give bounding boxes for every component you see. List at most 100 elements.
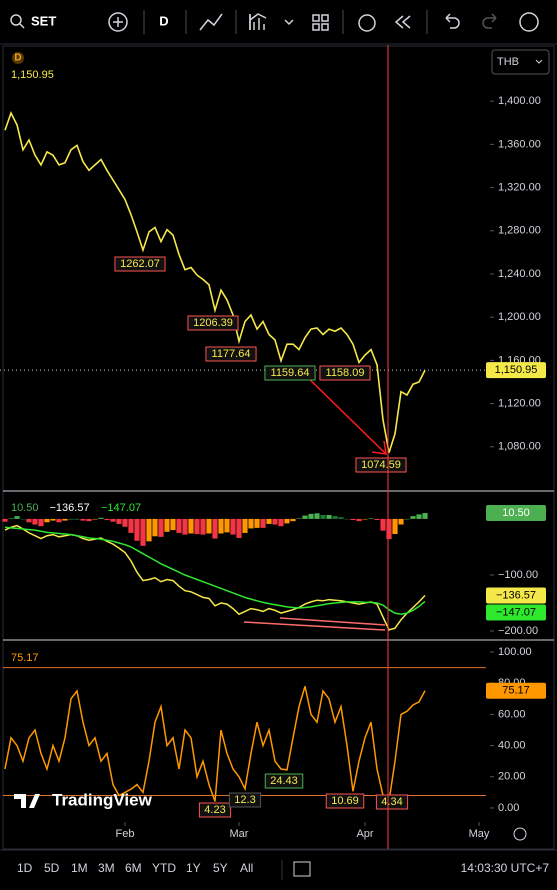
- y-tick-label: −100.00: [498, 569, 538, 581]
- indicator-legend: −136.57: [50, 502, 90, 514]
- price-tag-label: 10.50: [502, 507, 530, 519]
- histogram-bar: [362, 518, 368, 520]
- histogram-bar: [260, 518, 266, 528]
- histogram-bar: [344, 518, 350, 520]
- indicator-legend: 75.17: [11, 652, 39, 664]
- currency[interactable]: THB: [497, 56, 519, 68]
- histogram-bar: [332, 516, 338, 519]
- chart-type[interactable]: [199, 13, 223, 31]
- histogram-bar: [26, 518, 32, 523]
- y-tick-label: 20.00: [498, 771, 526, 783]
- range-button[interactable]: YTD: [152, 861, 176, 875]
- histogram-bar: [122, 518, 128, 527]
- date-range-icon[interactable]: [293, 861, 311, 877]
- histogram-bar: [134, 518, 140, 541]
- y-tick-label: 1,240.00: [498, 268, 541, 280]
- histogram-bar: [104, 518, 110, 521]
- y-tick-label: −200.00: [498, 625, 538, 637]
- histogram-bar: [248, 518, 254, 529]
- range-bar: 1D 5D 1M 3M 6M YTD 1Y 5Y All: [17, 861, 253, 875]
- indicator-annotation-box: [264, 773, 304, 789]
- range-button[interactable]: All: [240, 861, 253, 875]
- price-tag-label: 1,150.95: [495, 364, 538, 376]
- plots: 1,080.001,120.001,160.001,200.001,240.00…: [0, 45, 546, 849]
- histogram-bar: [206, 518, 212, 534]
- histogram-bar: [236, 518, 242, 538]
- histogram-bar: [38, 518, 44, 527]
- histogram-bar: [44, 518, 50, 523]
- range-button[interactable]: 1M: [71, 861, 88, 875]
- layout-icon: [321, 23, 329, 31]
- histogram-bar: [266, 518, 272, 524]
- top-toolbar: [10, 10, 539, 34]
- redo[interactable]: [482, 13, 497, 29]
- histogram-bar: [254, 518, 260, 528]
- histogram-bar: [308, 513, 314, 519]
- series-line: [4, 110, 426, 453]
- settings-icon[interactable]: [513, 827, 527, 841]
- indicator-annotation-box: [375, 794, 409, 810]
- add-symbol[interactable]: [108, 12, 128, 32]
- undo[interactable]: [445, 13, 460, 29]
- price-annotation-box: [355, 457, 407, 473]
- range-button[interactable]: 3M: [98, 861, 115, 875]
- histogram-bar: [98, 517, 104, 519]
- histogram-bar: [386, 518, 392, 540]
- interval[interactable]: D: [159, 13, 168, 28]
- histogram-bar: [242, 518, 248, 533]
- indicator-legend: 10.50: [11, 502, 39, 514]
- search-icon[interactable]: [10, 14, 22, 26]
- layout-icon[interactable]: [312, 14, 320, 22]
- camera-icon[interactable]: [519, 12, 539, 32]
- price-annotation: 1206.39: [193, 317, 233, 329]
- chart-frame: [2, 45, 555, 850]
- histogram-bar: [86, 518, 92, 522]
- currency-button[interactable]: [491, 49, 550, 75]
- indicator-legend: −147.07: [101, 502, 141, 514]
- symbol[interactable]: SET: [31, 13, 56, 28]
- alert-icon[interactable]: [358, 14, 376, 32]
- range-button[interactable]: 5D: [44, 861, 60, 875]
- histogram-bar: [278, 518, 284, 527]
- y-tick-label: 1,320.00: [498, 181, 541, 193]
- range-button[interactable]: 5Y: [213, 861, 228, 875]
- histogram-bar: [116, 518, 122, 524]
- dropdown[interactable]: [284, 19, 294, 26]
- histogram-bar: [188, 518, 194, 534]
- range-button[interactable]: 1Y: [186, 861, 201, 875]
- histogram-bar: [398, 518, 404, 525]
- y-tick-label: 40.00: [498, 739, 526, 751]
- y-tick-label: 100.00: [498, 646, 532, 658]
- drawing-arrow: [299, 369, 387, 455]
- layout-icon: [321, 14, 329, 22]
- indicator-annotation: 10.69: [331, 795, 359, 807]
- price-tag: [486, 587, 546, 604]
- series-line: [4, 686, 426, 803]
- histogram-bar: [176, 518, 182, 533]
- histogram-bar: [404, 518, 410, 520]
- histogram-bar: [62, 518, 68, 521]
- price-annotation: 1159.64: [271, 367, 310, 379]
- indicator-annotation-box: [198, 802, 232, 818]
- histogram-bar: [200, 518, 206, 535]
- histogram-bar: [194, 518, 200, 535]
- watermark: TradingView: [52, 790, 153, 809]
- range-button[interactable]: 6M: [125, 861, 142, 875]
- histogram-bar: [356, 518, 362, 522]
- indicators[interactable]: [249, 13, 267, 30]
- layout-icon: [312, 23, 320, 31]
- indicator-annotation: 12.3: [234, 794, 255, 806]
- histogram-bar: [314, 513, 320, 519]
- indicator-annotation: 4.23: [204, 804, 225, 816]
- histogram-bar: [50, 518, 56, 521]
- replay-icon[interactable]: [394, 15, 411, 29]
- x-tick-label: May: [469, 828, 490, 840]
- histogram-bar: [56, 518, 62, 523]
- x-tick-label: Mar: [230, 828, 249, 840]
- histogram-bar: [284, 518, 290, 524]
- range-button[interactable]: 1D: [17, 861, 33, 875]
- x-tick-label: Apr: [356, 828, 373, 840]
